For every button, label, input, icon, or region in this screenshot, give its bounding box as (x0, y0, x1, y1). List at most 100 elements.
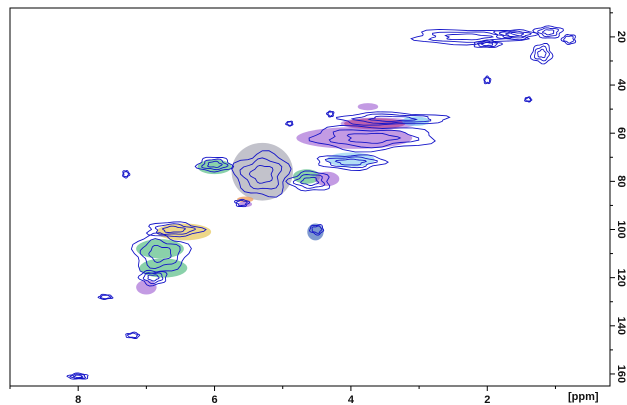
contour-line (235, 199, 248, 207)
contour-line (231, 150, 292, 198)
contour-line (350, 113, 432, 124)
contour-line (145, 221, 207, 238)
contour-line (525, 97, 532, 102)
contour-line (498, 30, 533, 39)
contour-line (123, 171, 130, 178)
highlight-region-purple (357, 103, 379, 111)
contour-line (537, 48, 547, 59)
contour-line (308, 124, 436, 153)
contour-peak (137, 269, 168, 287)
plot-frame (9, 7, 611, 387)
contour-line (504, 32, 525, 37)
x-axis-unit-label: [ppm] (568, 391, 599, 403)
contour-peak (125, 331, 141, 339)
contour-line (285, 120, 294, 127)
contour-line (324, 156, 378, 169)
contour-line (286, 121, 293, 126)
y-tick-label: 80 (615, 175, 627, 187)
contour-line (66, 372, 89, 380)
contour-line (311, 225, 323, 234)
contour-line (480, 41, 494, 47)
contour-peak (316, 154, 389, 171)
contour-peak (122, 170, 131, 179)
contour-peak (194, 156, 235, 173)
y-tick-label: 40 (615, 79, 627, 91)
contour-peak (130, 232, 192, 275)
highlight-region-orange (237, 196, 254, 203)
contour-peak (335, 111, 451, 126)
contour-line (142, 272, 164, 285)
y-tick-label: 20 (615, 31, 627, 43)
y-tick-label: 160 (615, 365, 627, 383)
contour-line (483, 75, 492, 85)
highlight-region-gray (231, 142, 293, 201)
contour-line (122, 170, 131, 179)
contour-line (137, 269, 168, 287)
contour-peak (145, 221, 207, 238)
highlight-region-green (136, 239, 184, 259)
contour-line (285, 170, 331, 192)
contour-line (410, 28, 531, 46)
contour-peak (308, 124, 436, 153)
contour-peak (285, 120, 294, 127)
contour-line (162, 225, 187, 233)
contour-line (201, 158, 229, 171)
contour-line (316, 154, 389, 171)
contour-line (560, 34, 577, 45)
x-tick-label: 8 (75, 394, 81, 405)
highlight-region-purple (296, 127, 413, 149)
highlight-region-purple (136, 280, 157, 295)
contour-line (300, 176, 320, 186)
contour-line (139, 238, 181, 270)
contour-line (148, 244, 172, 263)
y-tick-label: 120 (615, 268, 627, 286)
contour-peak (309, 224, 325, 236)
contour-line (147, 274, 160, 282)
contour-peak (532, 25, 564, 39)
contour-line (207, 160, 223, 168)
contour-line (69, 373, 87, 379)
y-axis: 20 40 60 80 100 120 140 160 (610, 12, 627, 383)
contour-peak (285, 170, 331, 192)
contour-line (234, 198, 251, 208)
contour-peak (560, 34, 577, 45)
contour-peak (473, 39, 504, 49)
contour-line (541, 29, 555, 36)
contour-line (309, 224, 325, 236)
contour-line (484, 76, 491, 84)
x-tick-label: 2 (484, 394, 490, 405)
contour-line (346, 132, 402, 144)
y-tick-label: 100 (615, 220, 627, 238)
contour-peak (483, 75, 492, 85)
contour-line (334, 158, 368, 166)
contour-line (529, 43, 554, 65)
y-tick-label: 140 (615, 317, 627, 335)
contour-peak (492, 29, 540, 41)
contour-peak (524, 96, 533, 103)
contour-peak (234, 198, 251, 208)
contour-line (130, 232, 192, 275)
contour-line (335, 111, 451, 126)
contour-peak (97, 293, 114, 300)
contour-line (444, 33, 495, 41)
contour-line (524, 96, 533, 103)
contour-line (292, 174, 326, 189)
contour-peak (66, 372, 89, 380)
contour-peak (231, 150, 292, 198)
contour-line (328, 129, 420, 149)
contour-peak (529, 43, 554, 65)
contour-line (492, 29, 540, 41)
contour-peaks (66, 25, 577, 380)
contour-line (154, 223, 196, 235)
contour-line (125, 331, 141, 339)
x-tick-label: 6 (211, 394, 217, 405)
contour-line (533, 45, 550, 62)
contour-line (97, 293, 114, 300)
contour-peak (326, 110, 335, 118)
contour-line (99, 294, 112, 300)
contour-line (326, 110, 335, 118)
contour-line (563, 35, 575, 44)
x-axis: 8 6 4 2 (9, 386, 556, 405)
